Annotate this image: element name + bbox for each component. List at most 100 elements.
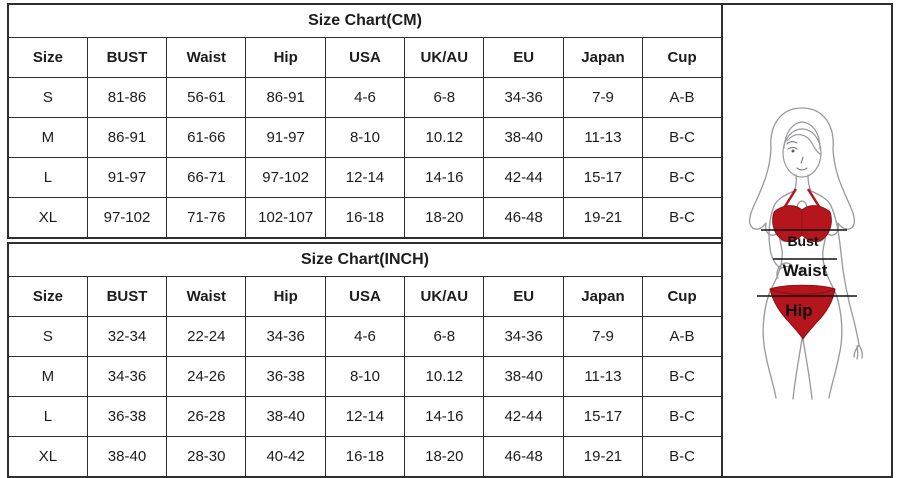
value-cell: 36-38 [245,356,326,397]
value-cell: 6-8 [404,316,485,357]
value-cell: 8-10 [324,117,406,158]
size-chart-inch-table: Size Chart(INCH) Size BUST Waist Hip USA UK/AU… [7,242,723,478]
value-cell: 14-16 [404,157,485,198]
value-cell: 18-20 [404,436,485,478]
value-cell: 19-21 [562,436,644,478]
value-cell: 10.12 [404,356,485,397]
size-cell: S [7,77,88,118]
column-header-bust: BUST [86,276,168,317]
value-cell: A-B [642,316,723,357]
value-cell: 24-26 [166,356,247,397]
column-header-cup: Cup [642,276,723,317]
column-header-size: Size [7,276,88,317]
value-cell: 34-36 [483,316,564,357]
value-cell: 38-40 [483,356,564,397]
column-header-japan: Japan [562,37,644,78]
value-cell: 10.12 [404,117,485,158]
value-cell: 34-36 [483,77,564,118]
size-chart-cm-table: Size Chart(CM) Size BUST Waist Hip USA UK/AU EU… [7,3,723,239]
value-cell: 18-20 [404,197,485,239]
value-cell: B-C [642,157,723,198]
value-cell: 4-6 [324,316,406,357]
value-cell: B-C [642,197,723,239]
bikini-top-illustration [772,188,832,243]
size-cell: S [7,316,88,357]
measurement-figure-panel: Bust Waist Hip [721,3,893,478]
value-cell: 46-48 [483,436,564,478]
value-cell: 16-18 [324,436,406,478]
value-cell: 6-8 [404,77,485,118]
value-cell: 102-107 [245,197,326,239]
table-row: XL 38-40 28-30 40-42 16-18 18-20 46-48 19-21 B-C [7,436,723,478]
column-header-usa: USA [324,276,406,317]
column-header-japan: Japan [562,276,644,317]
table-title: Size Chart(INCH) [7,242,723,277]
hip-label: Hip [785,301,812,320]
value-cell: 12-14 [324,157,406,198]
table-title-row: Size Chart(CM) [7,3,723,38]
value-cell: 56-61 [166,77,247,118]
value-cell: 15-17 [562,157,644,198]
column-header-eu: EU [483,276,564,317]
column-header-waist: Waist [166,276,247,317]
size-chart-page: Size Chart(CM) Size BUST Waist Hip USA UK/AU EU… [7,3,893,478]
value-cell: 38-40 [86,436,168,478]
column-header-eu: EU [483,37,564,78]
face-illustration [782,121,822,178]
column-header-size: Size [7,37,88,78]
table-title-row: Size Chart(INCH) [7,242,723,277]
value-cell: 32-34 [86,316,168,357]
value-cell: 8-10 [324,356,406,397]
value-cell: 36-38 [86,396,168,437]
size-cell: L [7,157,88,198]
table-row: M 34-36 24-26 36-38 8-10 10.12 38-40 11-13 B-C [7,356,723,397]
bikini-bottom-illustration [769,284,836,340]
column-header-hip: Hip [245,37,326,78]
table-title: Size Chart(CM) [7,3,723,38]
waist-label: Waist [783,261,828,280]
table-row: L 91-97 66-71 97-102 12-14 14-16 42-44 15-17 B-C [7,157,723,198]
column-header-uk-au: UK/AU [404,37,485,78]
value-cell: 34-36 [245,316,326,357]
value-cell: 71-76 [166,197,247,239]
size-cell: XL [7,197,88,239]
value-cell: 97-102 [245,157,326,198]
size-cell: M [7,117,88,158]
size-tables: Size Chart(CM) Size BUST Waist Hip USA UK/AU EU… [7,3,723,478]
value-cell: 86-91 [245,77,326,118]
value-cell: A-B [642,77,723,118]
value-cell: 12-14 [324,396,406,437]
value-cell: 16-18 [324,197,406,239]
header-row: Size BUST Waist Hip USA UK/AU EU Japan Cup [7,37,723,78]
value-cell: 40-42 [245,436,326,478]
value-cell: 38-40 [245,396,326,437]
value-cell: 81-86 [86,77,168,118]
value-cell: 11-13 [562,117,644,158]
table-row: S 81-86 56-61 86-91 4-6 6-8 34-36 7-9 A-B [7,77,723,118]
value-cell: 46-48 [483,197,564,239]
value-cell: 11-13 [562,356,644,397]
value-cell: 66-71 [166,157,247,198]
value-cell: B-C [642,396,723,437]
value-cell: 91-97 [86,157,168,198]
column-header-uk-au: UK/AU [404,276,485,317]
value-cell: 34-36 [86,356,168,397]
value-cell: 61-66 [166,117,247,158]
body-outline-illustration [762,174,864,400]
value-cell: 14-16 [404,396,485,437]
value-cell: B-C [642,356,723,397]
value-cell: 38-40 [483,117,564,158]
value-cell: 7-9 [562,316,644,357]
value-cell: 28-30 [166,436,247,478]
value-cell: 26-28 [166,396,247,437]
column-header-bust: BUST [86,37,168,78]
value-cell: 4-6 [324,77,406,118]
value-cell: 86-91 [86,117,168,158]
value-cell: 7-9 [562,77,644,118]
header-row: Size BUST Waist Hip USA UK/AU EU Japan Cup [7,276,723,317]
woman-measurement-illustration: Bust Waist Hip [748,107,864,400]
value-cell: B-C [642,117,723,158]
value-cell: 91-97 [245,117,326,158]
column-header-cup: Cup [642,37,723,78]
table-row: M 86-91 61-66 91-97 8-10 10.12 38-40 11-13 B-C [7,117,723,158]
